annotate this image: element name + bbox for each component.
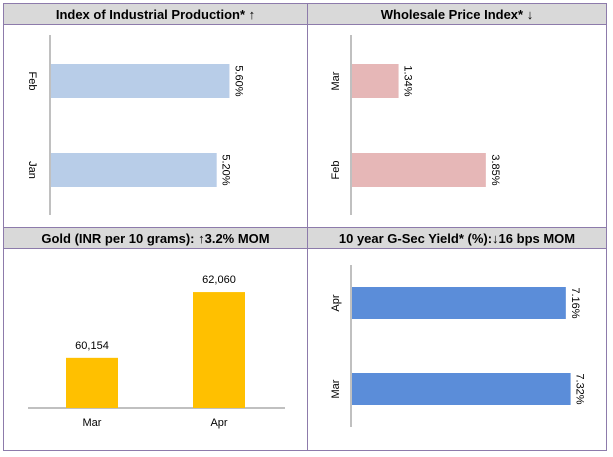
bar-jan [51,153,217,187]
panel-iip: Index of Industrial Production* ↑ Feb 5.6… [4,4,308,228]
panel-gsec: 10 year G-Sec Yield* (%):↓16 bps MOM Apr… [308,228,606,450]
data-label-apr: 62,060 [202,274,236,286]
data-label-feb: 5.60% [232,65,244,96]
bar-apr [193,292,245,408]
data-label-jan: 5.20% [220,154,232,185]
gold-chart: 60,154 Mar 62,060 Apr [28,274,285,429]
category-label-mar: Mar [330,379,342,398]
gsec-chart: Apr 7.16% Mar 7.32% [330,265,586,427]
bar-feb [352,153,486,187]
panel-title-gsec: 10 year G-Sec Yield* (%):↓16 bps MOM [308,228,606,249]
indicator-grid: Index of Industrial Production* ↑ Feb 5.6… [3,3,607,451]
panel-wpi: Wholesale Price Index* ↓ Mar 1.34% Feb 3.85… [308,4,606,228]
panel-title-wpi: Wholesale Price Index* ↓ [308,4,606,25]
data-label-mar: 1.34% [402,65,414,96]
bar-feb [51,64,230,98]
category-label-jan: Jan [26,161,38,179]
data-label-mar: 60,154 [75,340,109,352]
data-label-feb: 3.85% [489,154,501,185]
bar-mar [352,373,571,405]
panel-gold: Gold (INR per 10 grams): ↑3.2% MOM 60,15… [4,228,308,450]
bar-mar [66,357,118,408]
category-label-mar: Mar [83,417,102,429]
panel-title-iip: Index of Industrial Production* ↑ [4,4,307,25]
data-label-mar: 7.32% [574,373,586,404]
data-label-apr: 7.16% [569,287,581,318]
wpi-chart: Mar 1.34% Feb 3.85% [330,35,501,215]
iip-chart: Feb 5.60% Jan 5.20% [26,35,244,215]
bar-apr [352,287,566,319]
category-label-feb: Feb [26,72,38,91]
category-label-apr: Apr [330,294,342,311]
category-label-feb: Feb [330,161,342,180]
bar-mar [352,64,399,98]
category-label-mar: Mar [330,71,342,90]
panel-title-gold: Gold (INR per 10 grams): ↑3.2% MOM [4,228,307,249]
category-label-apr: Apr [210,417,227,429]
